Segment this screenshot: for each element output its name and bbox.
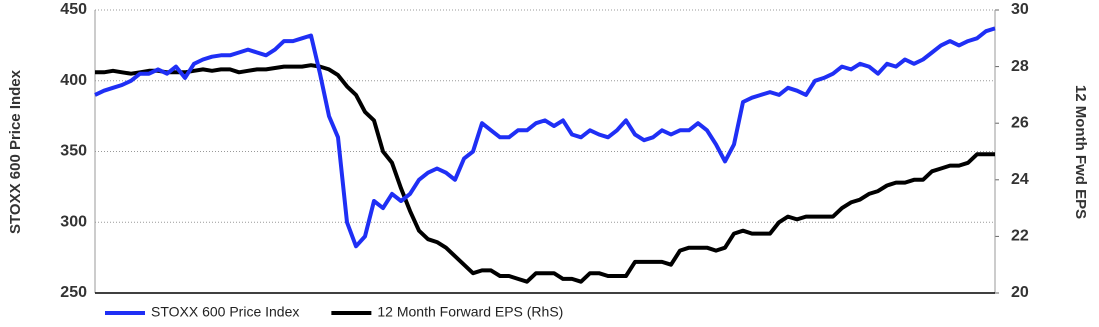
- y2-tick-label: 20: [1011, 284, 1029, 301]
- y2-tick-label: 30: [1011, 1, 1029, 18]
- legend-label: 12 Month Forward EPS (RhS): [377, 304, 563, 320]
- y2-tick-label: 22: [1011, 228, 1029, 245]
- y-tick-label: 300: [60, 213, 87, 230]
- y2-tick-label: 24: [1011, 171, 1029, 188]
- y-axis-label: STOXX 600 Price Index: [7, 69, 24, 234]
- y-tick-label: 400: [60, 72, 87, 89]
- series-line: [94, 26, 996, 249]
- y2-axis-label: 12 Month Fwd EPS: [1072, 85, 1089, 219]
- series-line: [95, 63, 995, 284]
- y2-tick-label: 26: [1011, 114, 1029, 131]
- y-tick-label: 350: [60, 143, 87, 160]
- y2-tick-label: 28: [1011, 58, 1029, 75]
- y-tick-label: 450: [60, 1, 87, 18]
- legend-label: STOXX 600 Price Index: [151, 304, 299, 320]
- y-tick-label: 250: [60, 284, 87, 301]
